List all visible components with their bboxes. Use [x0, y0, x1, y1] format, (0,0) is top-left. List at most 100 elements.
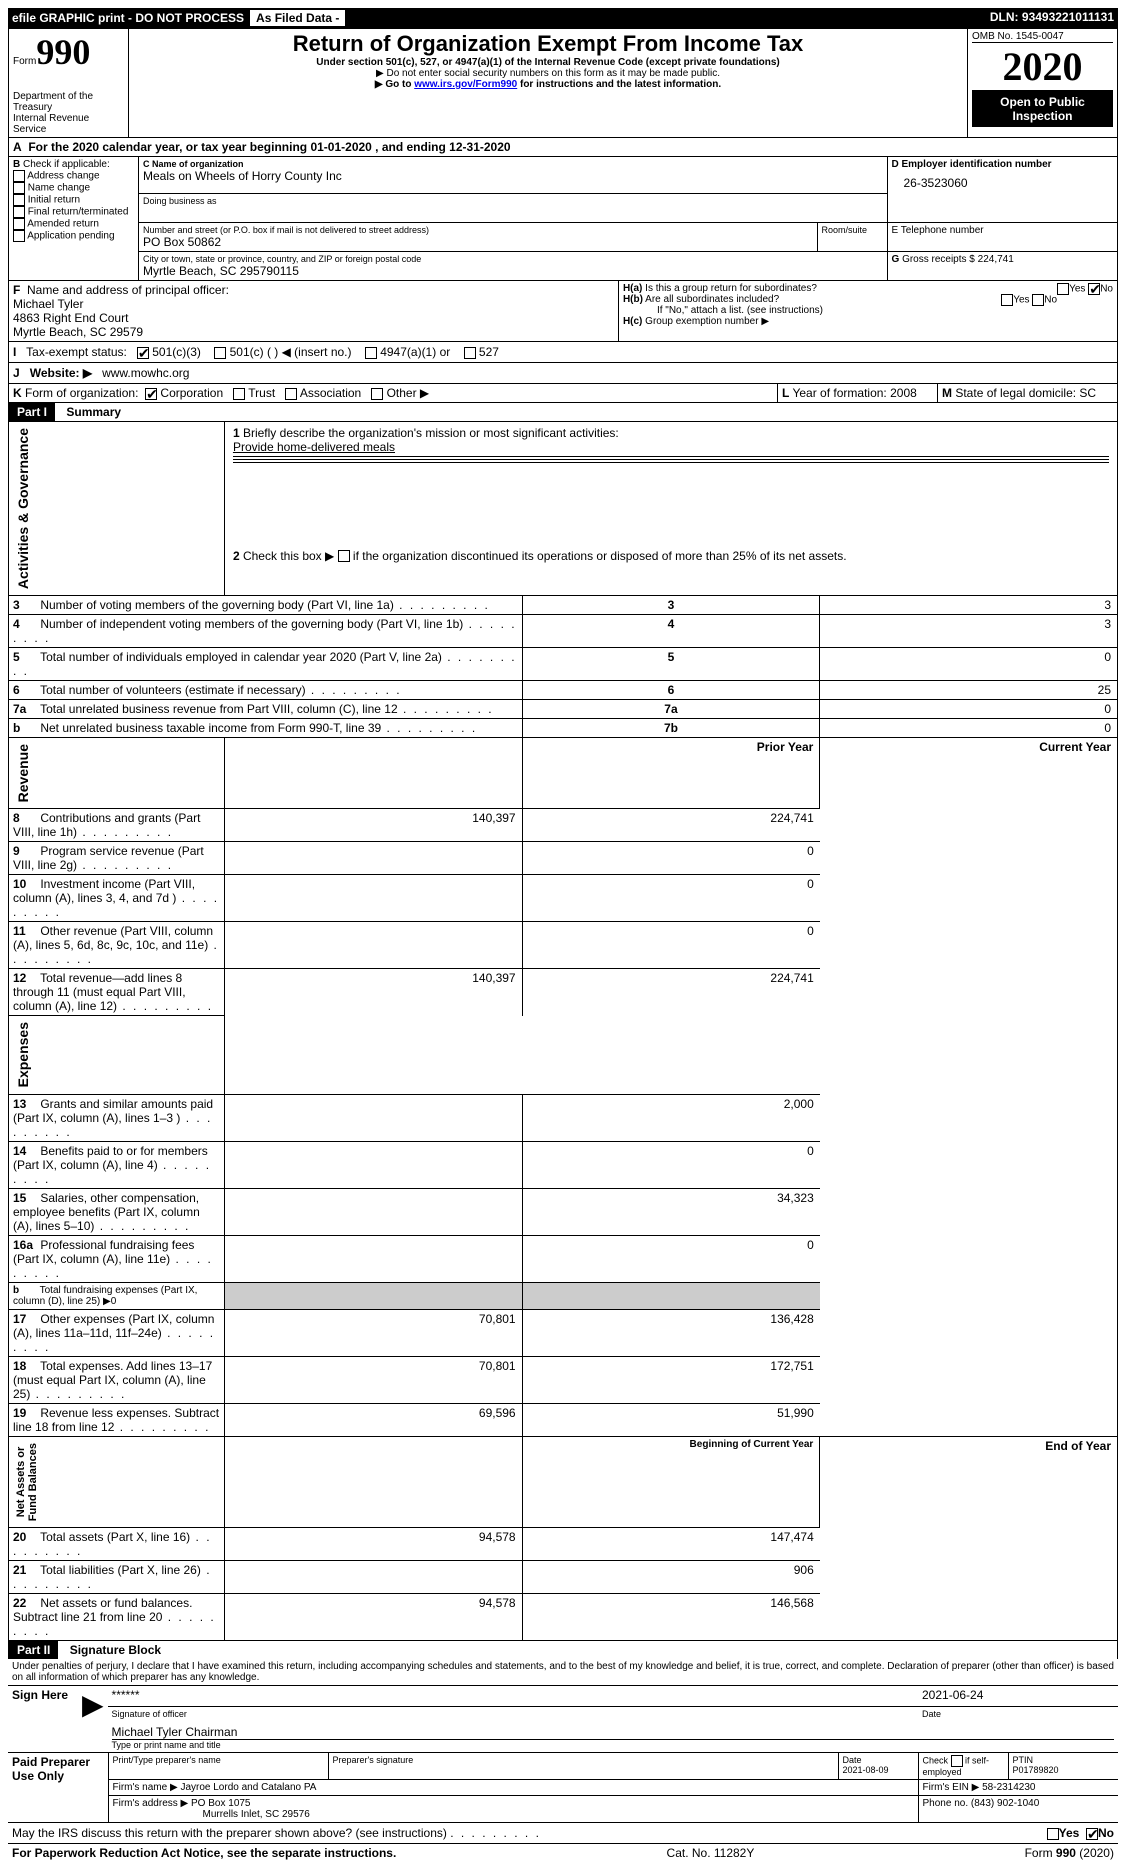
prep-date: 2021-08-09 — [843, 1765, 889, 1775]
b-name-change[interactable]: Name change — [13, 182, 134, 194]
paid-preparer-label: Paid Preparer Use Only — [8, 1753, 108, 1823]
q1-text: Briefly describe the organization's miss… — [243, 426, 619, 440]
b-final-return[interactable]: Final return/terminated — [13, 206, 134, 218]
firm-addr: PO Box 1075 — [191, 1798, 250, 1809]
omb-number: OMB No. 1545-0047 — [972, 31, 1113, 43]
form-header: Form990 Department of the Treasury Inter… — [8, 28, 1118, 138]
l-value: 2008 — [890, 386, 917, 400]
k-other[interactable] — [371, 388, 383, 400]
hb-no[interactable] — [1032, 294, 1044, 306]
rev-row: 8 Contributions and grants (Part VIII, l… — [9, 809, 1118, 842]
i-501c3[interactable] — [137, 347, 149, 359]
sign-here-label: Sign Here — [8, 1686, 78, 1723]
h-noattach: If "No," attach a list. (see instruction… — [623, 305, 1113, 316]
j-label: J — [13, 366, 20, 380]
gov-row: 7a Total unrelated business revenue from… — [9, 700, 1118, 719]
dba-label: Doing business as — [143, 196, 883, 206]
i-4947[interactable] — [365, 347, 377, 359]
part2-hdr: Part II — [9, 1641, 58, 1659]
part1-table: Activities & Governance 1 Briefly descri… — [8, 422, 1118, 1641]
g-value: 224,741 — [978, 254, 1014, 265]
gov-row: 5 Total number of individuals employed i… — [9, 648, 1118, 681]
k-trust[interactable] — [233, 388, 245, 400]
rev-row: 11 Other revenue (Part VIII, column (A),… — [9, 922, 1118, 969]
street-value: PO Box 50862 — [143, 235, 813, 249]
sign-here-block: Sign Here ▶ ****** 2021-06-24 Signature … — [8, 1686, 1118, 1753]
ha-yes[interactable] — [1057, 283, 1069, 295]
b-amended-return[interactable]: Amended return — [13, 218, 134, 230]
side-expenses: Expenses — [13, 1018, 33, 1091]
b-addr-change[interactable]: Address change — [13, 170, 134, 182]
rev-row: 10 Investment income (Part VIII, column … — [9, 875, 1118, 922]
top-black-bar: efile GRAPHIC print - DO NOT PROCESS As … — [8, 8, 1118, 28]
exp-row: b Total fundraising expenses (Part IX, c… — [9, 1282, 1118, 1309]
firm-ein: 58-2314230 — [982, 1782, 1035, 1793]
prior-year-hdr: Prior Year — [522, 738, 820, 809]
f-h-block: F Name and address of principal officer:… — [8, 281, 1118, 342]
k-assoc[interactable] — [285, 388, 297, 400]
i-501c[interactable] — [214, 347, 226, 359]
note2-pre: ▶ Go to — [375, 79, 414, 90]
ptin-value: P01789820 — [1013, 1765, 1059, 1775]
hb-yes[interactable] — [1001, 294, 1013, 306]
part1-title: Summary — [58, 405, 121, 419]
k-text: Form of organization: — [25, 386, 138, 400]
pra-notice: For Paperwork Reduction Act Notice, see … — [12, 1846, 396, 1860]
exp-row: 19 Revenue less expenses. Subtract line … — [9, 1403, 1118, 1436]
d-value: 26-3523060 — [892, 170, 1114, 190]
net-row: 20 Total assets (Part X, line 16) 94,578… — [9, 1528, 1118, 1561]
discuss-yes[interactable] — [1047, 1828, 1059, 1840]
exp-row: 14 Benefits paid to or for members (Part… — [9, 1141, 1118, 1188]
form-subtitle: Under section 501(c), 527, or 4947(a)(1)… — [133, 57, 963, 68]
form-number: 990 — [36, 32, 90, 72]
end-year-hdr: End of Year — [820, 1436, 1118, 1527]
l-text: Year of formation: — [792, 386, 886, 400]
dln-label: DLN: — [990, 10, 1019, 24]
j-value: www.mowhc.org — [102, 366, 189, 380]
exp-row: 16a Professional fundraising fees (Part … — [9, 1235, 1118, 1282]
irs-link[interactable]: www.irs.gov/Form990 — [414, 79, 517, 90]
prep-self-employed[interactable] — [951, 1755, 963, 1767]
gov-row: 6 Total number of volunteers (estimate i… — [9, 681, 1118, 700]
tax-year: 2020 — [972, 43, 1113, 91]
exp-row: 15 Salaries, other compensation, employe… — [9, 1188, 1118, 1235]
prep-check-label: Check — [923, 1755, 949, 1765]
k-label: K — [13, 386, 22, 400]
klm-row: K Form of organization: Corporation Trus… — [8, 384, 1118, 403]
g-label: G — [892, 254, 900, 265]
entity-block: B Check if applicable: Address change Na… — [8, 157, 1118, 281]
page-footer: For Paperwork Reduction Act Notice, see … — [8, 1844, 1118, 1862]
c-name-label: C Name of organization — [143, 159, 883, 169]
e-label: E Telephone number — [887, 223, 1117, 252]
gov-row: b Net unrelated business taxable income … — [9, 719, 1118, 738]
side-netassets: Net Assets or Fund Balances — [13, 1439, 41, 1525]
side-revenue: Revenue — [13, 740, 33, 806]
k-corp[interactable] — [145, 388, 157, 400]
row-j: J Website: ▶ www.mowhc.org — [8, 363, 1118, 384]
sign-date: 2021-06-24 — [918, 1686, 1118, 1707]
officer-signature[interactable]: ****** — [108, 1686, 918, 1707]
a-label: A — [13, 140, 22, 154]
q2-checkbox[interactable] — [338, 550, 350, 562]
b-initial-return[interactable]: Initial return — [13, 194, 134, 206]
i-527[interactable] — [464, 347, 476, 359]
m-text: State of legal domicile: — [955, 386, 1076, 400]
discuss-no[interactable] — [1086, 1828, 1098, 1840]
officer-name: Michael Tyler Chairman — [112, 1725, 1114, 1740]
c-name: Meals on Wheels of Horry County Inc — [143, 169, 883, 183]
prep-name-label: Print/Type preparer's name — [108, 1753, 328, 1780]
rev-row: 9 Program service revenue (Part VIII, li… — [9, 842, 1118, 875]
type-name-label: Type or print name and title — [112, 1740, 1114, 1750]
q2-post: if the organization discontinued its ope… — [353, 549, 847, 563]
exp-row: 18 Total expenses. Add lines 13–17 (must… — [9, 1356, 1118, 1403]
b-app-pending[interactable]: Application pending — [13, 230, 134, 242]
ha-no[interactable] — [1088, 283, 1100, 295]
l-label: L — [782, 386, 789, 400]
m-value: SC — [1079, 386, 1096, 400]
street-label: Number and street (or P.O. box if mail i… — [143, 225, 813, 235]
q1-answer: Provide home-delivered meals — [233, 440, 1109, 454]
dln-value: 93493221011131 — [1022, 10, 1114, 24]
paid-preparer-block: Paid Preparer Use Only Print/Type prepar… — [8, 1753, 1118, 1823]
ptin-label: PTIN — [1013, 1755, 1034, 1765]
f-label: F — [13, 283, 20, 297]
